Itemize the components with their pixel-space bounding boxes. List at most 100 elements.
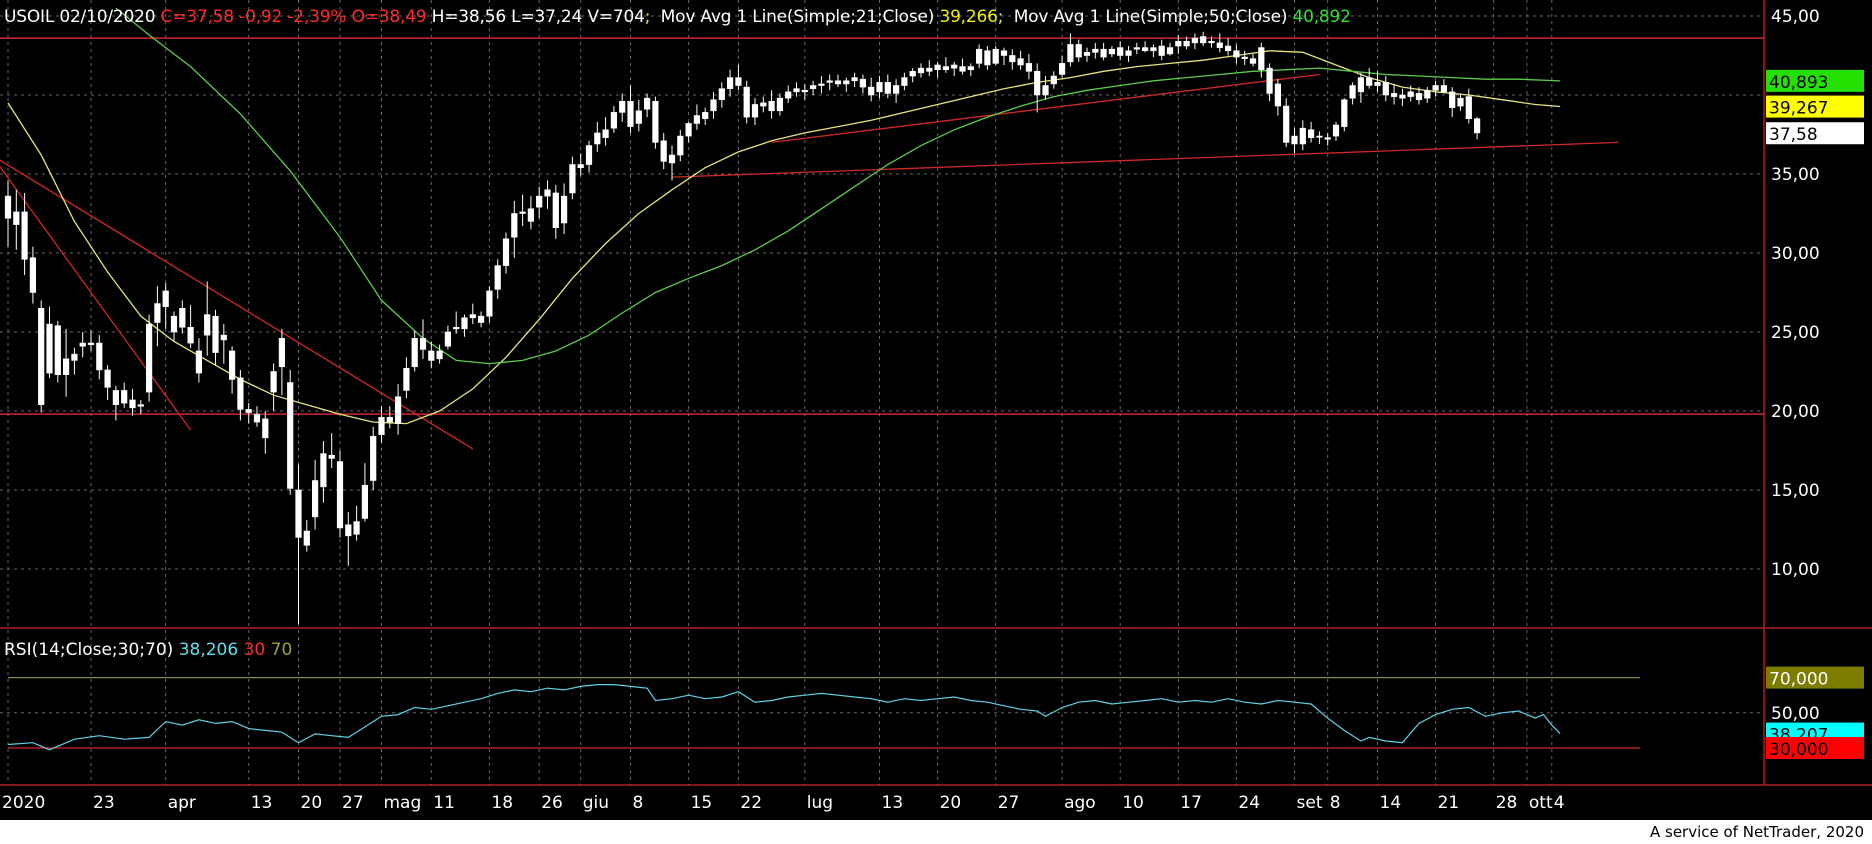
candle-down xyxy=(1200,36,1207,44)
time-tick-label: 28 xyxy=(1496,793,1518,813)
candle-down xyxy=(743,86,750,118)
candle-up xyxy=(685,123,692,137)
candle-down xyxy=(1449,91,1456,108)
candle-down xyxy=(345,524,352,537)
chart-background xyxy=(0,0,1872,820)
price-chart: 45,00 35,00 30,00 25,00 20,00 15,00 10,00 40,89… xyxy=(0,0,1872,820)
candle-down xyxy=(652,101,659,143)
candle-up xyxy=(602,129,609,138)
candle-up xyxy=(585,145,593,165)
footer-credit: A service of NetTrader, 2020 xyxy=(1649,823,1864,841)
candle-down xyxy=(245,409,252,413)
rsi-low-level: 30 xyxy=(243,640,266,660)
candle-up xyxy=(1059,63,1066,75)
candle-down xyxy=(179,307,186,328)
candle-up xyxy=(71,353,78,361)
moving-average-ma21 xyxy=(7,50,1561,425)
candle-up xyxy=(320,453,327,488)
candle-up xyxy=(502,238,510,266)
candle-up xyxy=(1299,127,1306,145)
candle-up xyxy=(569,164,576,194)
candle-down xyxy=(1000,50,1008,56)
rsi-label: RSI(14;Close;30;70) xyxy=(4,640,174,660)
candle-up xyxy=(361,484,369,519)
candle-down xyxy=(428,350,435,361)
candle-up xyxy=(1083,52,1091,56)
candle-up xyxy=(1432,85,1439,91)
rsi-high-level: 70 xyxy=(270,640,293,660)
candle-up xyxy=(901,77,908,86)
candle-up xyxy=(1150,47,1157,52)
time-tick-label: 13 xyxy=(251,793,273,813)
candle-down xyxy=(477,315,485,323)
trendline xyxy=(0,159,474,450)
candle-down xyxy=(660,140,667,162)
time-tick-label: 21 xyxy=(1438,793,1460,813)
candle-down xyxy=(1208,40,1215,44)
time-tick-label: set xyxy=(1297,793,1323,813)
trendline xyxy=(771,73,1320,144)
time-tick-label: 2020 xyxy=(2,793,45,813)
candle-down xyxy=(1266,67,1273,94)
candle-up xyxy=(594,132,601,145)
candle-down xyxy=(1225,45,1232,52)
candle-up xyxy=(469,314,476,319)
candle-up xyxy=(876,82,883,93)
candle-down xyxy=(1465,96,1472,120)
candle-down xyxy=(868,86,875,96)
candle-up xyxy=(204,314,211,336)
candle-down xyxy=(229,350,236,380)
candle-up xyxy=(1175,40,1182,47)
candle-down xyxy=(1025,63,1032,72)
volume-label: V=704 xyxy=(587,7,645,27)
candle-down xyxy=(29,257,37,293)
candle-down xyxy=(1283,105,1290,143)
candle-up xyxy=(967,66,974,71)
ma21-label: Mov Avg 1 Line(Simple;21;Close) xyxy=(660,7,935,27)
candle-up xyxy=(1067,44,1074,63)
rsi-axis-tag xyxy=(1766,737,1864,759)
candle-up xyxy=(511,213,518,238)
candle-down xyxy=(1415,93,1423,101)
candle-down xyxy=(859,78,866,88)
time-tick-label: 20 xyxy=(301,793,323,813)
candle-up xyxy=(776,97,783,112)
candle-up xyxy=(411,338,418,368)
candle-up xyxy=(992,48,999,64)
candle-down xyxy=(984,50,991,66)
candle-up xyxy=(710,99,717,112)
price-axis-tag-label: 40,893 xyxy=(1769,73,1828,93)
candle-up xyxy=(536,195,543,208)
candle-down xyxy=(104,369,111,388)
candle-up xyxy=(353,521,360,535)
time-tick-label: 8 xyxy=(633,793,644,813)
candle-up xyxy=(635,110,642,124)
candle-up xyxy=(1050,75,1057,85)
candle-up xyxy=(718,88,725,101)
candle-up xyxy=(643,97,651,110)
candle-down xyxy=(295,489,302,538)
candle-up xyxy=(1457,97,1464,107)
candle-up xyxy=(726,77,734,89)
rsi-axis-tag-label: 30,000 xyxy=(1769,740,1828,760)
candle-up xyxy=(677,135,684,156)
candle-down xyxy=(959,66,966,72)
candle-up xyxy=(527,208,534,222)
time-tick-label: 23 xyxy=(93,793,115,813)
time-tick-label: ago xyxy=(1064,793,1096,813)
candle-up xyxy=(610,112,617,129)
change-label: -0,92 xyxy=(239,7,283,27)
candle-down xyxy=(1291,135,1298,145)
candle-down xyxy=(1474,118,1481,134)
candle-up xyxy=(619,101,626,113)
moving-average-ma50 xyxy=(115,7,1561,365)
candle-up xyxy=(311,480,319,518)
price-tick-label: 45,00 xyxy=(1771,7,1820,27)
rsi-line xyxy=(7,684,1561,751)
candle-down xyxy=(4,195,12,219)
time-tick-label: mag xyxy=(384,793,422,813)
candle-up xyxy=(1125,50,1132,56)
time-tick-label: 24 xyxy=(1238,793,1260,813)
candle-up xyxy=(1133,47,1140,50)
candle-up xyxy=(453,326,460,330)
